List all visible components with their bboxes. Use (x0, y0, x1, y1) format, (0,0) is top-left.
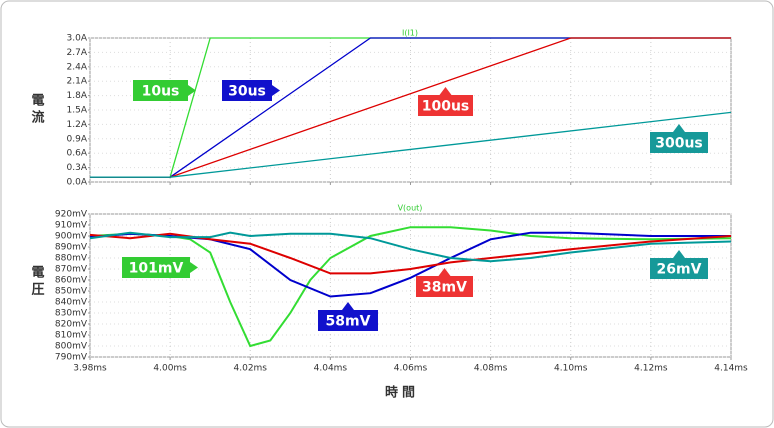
x-tick-label: 4.08ms (474, 364, 508, 374)
y-tick-label: 860mV (55, 276, 88, 286)
y-tick-label: 1.5A (67, 106, 88, 116)
series-line (89, 232, 732, 275)
y-tick-label: 3.0A (67, 34, 88, 44)
series-line (89, 226, 732, 348)
bottom-y-label: 電圧 (29, 265, 45, 299)
y-tick-label: 0.3A (67, 163, 88, 173)
y-tick-label: 0.0A (67, 178, 88, 188)
y-tick-label: 840mV (55, 298, 88, 308)
y-tick-label: 810mV (55, 331, 88, 341)
x-tick-label: 4.10ms (554, 364, 588, 374)
y-tick-label: 900mV (55, 232, 88, 242)
y-tick-label: 920mV (55, 210, 88, 220)
series-line (90, 111, 732, 178)
annotation-arrow (439, 87, 452, 95)
x-tick-label: 3.98ms (73, 364, 107, 374)
annotation-arrow (190, 262, 198, 273)
y-tick-label: 830mV (55, 309, 88, 319)
annotation-label: 100us (422, 99, 470, 115)
y-tick-label: 880mV (55, 254, 88, 264)
y-tick-label: 890mV (55, 243, 88, 253)
y-tick-label: 2.1A (67, 77, 88, 87)
x-label: 時間 (385, 385, 419, 401)
top-y-label: 電流 (29, 93, 45, 127)
annotation-box (650, 258, 708, 279)
annotation-arrow (438, 268, 451, 276)
y-tick-label: 2.4A (67, 62, 88, 72)
annotation-arrow (272, 85, 280, 96)
x-tick-label: 4.04ms (314, 364, 348, 374)
annotation-box (222, 80, 272, 101)
y-tick-label: 0.9A (67, 134, 88, 144)
annotation-label: 10us (142, 84, 180, 100)
x-tick-label: 4.12ms (634, 364, 668, 374)
x-tick-label: 4.06ms (394, 364, 428, 374)
y-tick-label: 0.6A (67, 149, 88, 159)
y-tick-label: 820mV (55, 320, 88, 330)
y-tick-label: 1.2A (67, 120, 88, 130)
x-tick-label: 4.00ms (153, 364, 187, 374)
annotation-box (416, 276, 473, 297)
annotation-arrow (188, 85, 196, 96)
annotation-box (318, 310, 378, 331)
annotation-box (418, 95, 473, 116)
annotation-label: 300us (655, 136, 703, 152)
annotation-label: 101mV (129, 261, 184, 277)
y-tick-label: 850mV (55, 287, 88, 297)
y-tick-label: 790mV (55, 353, 88, 363)
y-tick-label: 910mV (55, 221, 88, 231)
y-tick-label: 1.8A (67, 91, 88, 101)
annotation-arrow (673, 124, 685, 132)
x-tick-label: 4.14ms (714, 364, 748, 374)
annotation-label: 30us (228, 84, 266, 100)
annotation-arrow (673, 250, 685, 258)
x-tick-label: 4.02ms (234, 364, 268, 374)
y-tick-label: 870mV (55, 265, 88, 275)
annotation-box (133, 80, 188, 101)
top-title: I(I1) (402, 29, 418, 38)
series-line (89, 231, 732, 263)
bottom-title: V(out) (398, 204, 423, 213)
annotation-box (650, 132, 708, 153)
annotation-label: 58mV (326, 314, 371, 330)
y-tick-label: 800mV (55, 342, 88, 352)
annotation-arrow (342, 302, 354, 310)
annotation-box (122, 257, 190, 278)
annotation-label: 38mV (422, 280, 467, 296)
y-tick-label: 2.7A (67, 48, 88, 58)
annotation-label: 26mV (657, 262, 702, 278)
